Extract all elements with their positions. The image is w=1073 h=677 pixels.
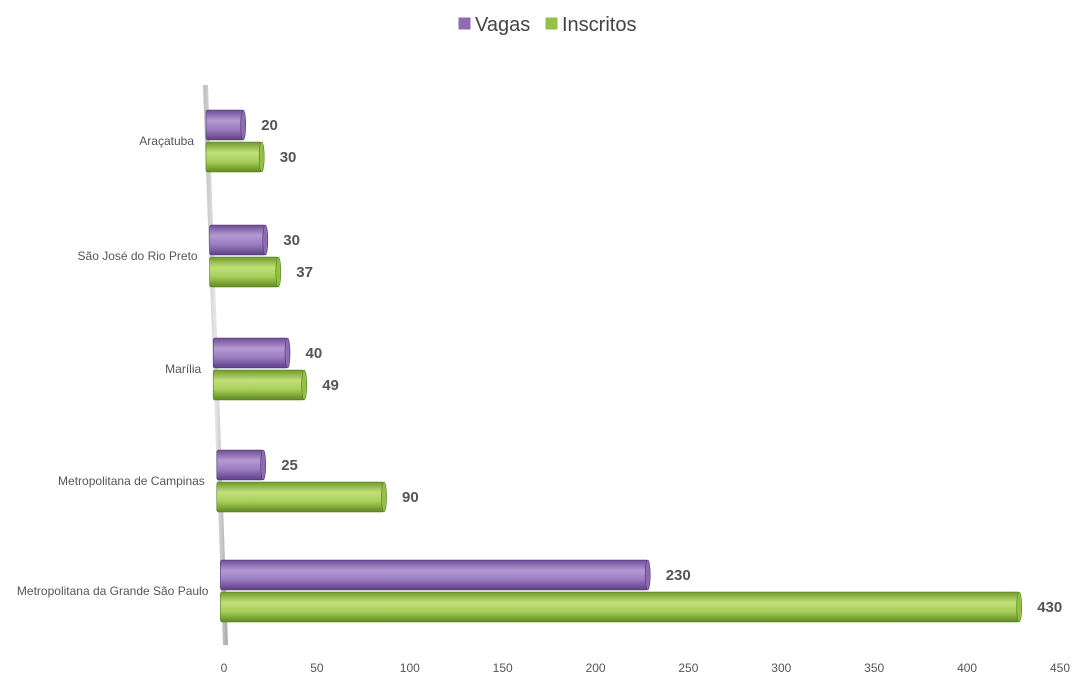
bar-vagas-sao-jose-do-rio-preto — [209, 224, 266, 256]
data-label-inscritos-aracatuba: 30 — [280, 149, 297, 166]
legend-swatch-vagas — [457, 16, 472, 31]
data-label-vagas-metropolitana-de-campinas: 25 — [281, 457, 298, 474]
category-label-sao-jose-do-rio-preto: São José do Rio Preto — [78, 249, 198, 263]
x-tick-label-200: 200 — [586, 661, 606, 675]
bar-inscritos-aracatuba — [205, 141, 263, 173]
legend: Vagas Inscritos — [457, 14, 636, 36]
data-label-inscritos-sao-jose-do-rio-preto: 37 — [296, 264, 313, 281]
legend-label-vagas: Vagas — [475, 14, 530, 36]
bar-vagas-metropolitana-da-grande-sao-paulo — [220, 559, 648, 591]
category-label-metropolitana-da-grande-sao-paulo: Metropolitana da Grande São Paulo — [17, 584, 209, 598]
data-label-inscritos-metropolitana-de-campinas: 90 — [402, 489, 419, 506]
bar-cap-vagas-sao-jose-do-rio-preto — [262, 224, 269, 256]
x-axis-ticks: 0 50 100 150 200 250 300 350 400 450 — [221, 661, 1071, 675]
legend-label-inscritos: Inscritos — [562, 14, 636, 36]
category-labels: Araçatuba São José do Rio Preto Marília Met… — [17, 134, 209, 598]
bar-vagas-marilia — [212, 337, 288, 369]
bar-cap-inscritos-aracatuba — [258, 141, 265, 173]
bar-vagas-aracatuba — [205, 109, 244, 141]
bar-inscritos-marilia — [212, 369, 305, 401]
data-label-inscritos-marilia: 49 — [322, 377, 339, 394]
bar-cap-vagas-metropolitana-da-grande-sao-paulo — [644, 559, 651, 591]
bar-cap-vagas-aracatuba — [240, 109, 246, 141]
bar-cap-inscritos-marilia — [301, 369, 308, 401]
legend-swatch-inscritos — [544, 16, 559, 31]
bar-cap-inscritos-metropolitana-da-grande-sao-paulo — [1016, 591, 1023, 623]
bar-inscritos-metropolitana-de-campinas — [216, 481, 385, 513]
bar-cap-inscritos-sao-jose-do-rio-preto — [275, 256, 282, 288]
x-tick-label-250: 250 — [678, 661, 698, 675]
data-label-inscritos-metropolitana-da-grande-sao-paulo: 430 — [1037, 599, 1062, 616]
bar-cap-vagas-marilia — [284, 337, 291, 369]
bar-cap-vagas-metropolitana-de-campinas — [260, 449, 267, 481]
data-label-vagas-sao-jose-do-rio-preto: 30 — [283, 232, 300, 249]
data-label-vagas-marilia: 40 — [306, 345, 323, 362]
bar-inscritos-metropolitana-da-grande-sao-paulo — [220, 591, 1020, 623]
x-tick-label-0: 0 — [221, 661, 228, 675]
x-tick-label-350: 350 — [864, 661, 884, 675]
data-label-vagas-metropolitana-da-grande-sao-paulo: 230 — [666, 567, 691, 584]
x-tick-label-450: 450 — [1050, 661, 1070, 675]
category-label-marilia: Marília — [165, 362, 201, 376]
category-label-aracatuba: Araçatuba — [139, 134, 194, 148]
bar-vagas-metropolitana-de-campinas — [216, 449, 264, 481]
x-tick-label-100: 100 — [400, 661, 420, 675]
x-tick-label-150: 150 — [493, 661, 513, 675]
bar-cap-inscritos-metropolitana-de-campinas — [381, 481, 387, 513]
data-label-vagas-aracatuba: 20 — [261, 117, 278, 134]
category-label-metropolitana-de-campinas: Metropolitana de Campinas — [58, 474, 205, 488]
x-tick-label-50: 50 — [310, 661, 324, 675]
x-tick-label-400: 400 — [957, 661, 977, 675]
x-tick-label-300: 300 — [771, 661, 791, 675]
bar-inscritos-sao-jose-do-rio-preto — [209, 256, 279, 288]
